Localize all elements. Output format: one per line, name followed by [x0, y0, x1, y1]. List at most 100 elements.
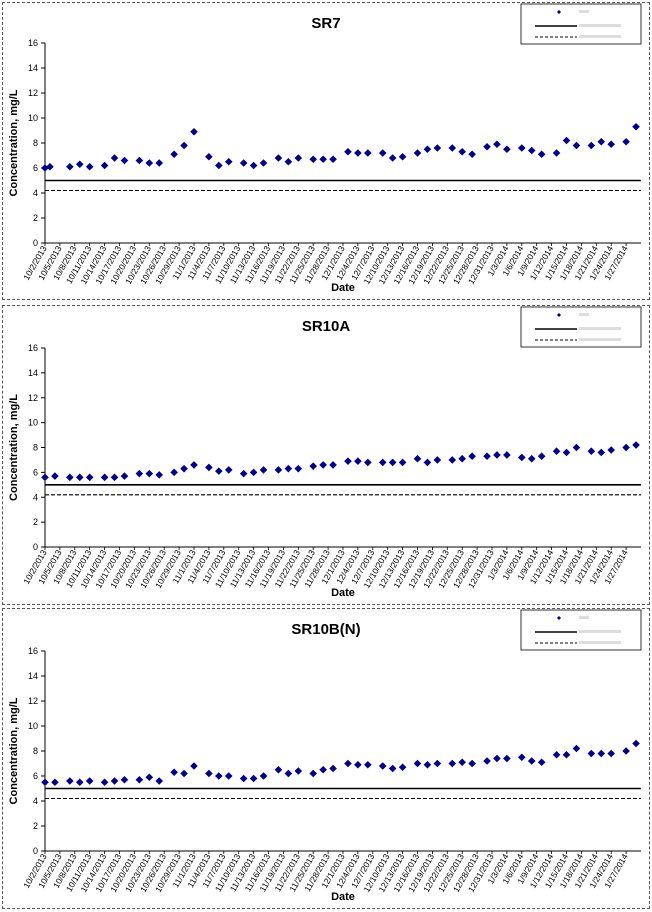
legend-entry-placeholder — [579, 327, 621, 330]
data-point — [75, 160, 84, 169]
data-point — [329, 155, 337, 164]
data-point — [110, 473, 119, 482]
y-tick-label: 10 — [28, 113, 38, 123]
data-point — [319, 765, 327, 774]
chart-panel-sr10b: SR10B(N) 0 2 4 6 8 10 12 14 16 10/2/2013 10/5/2013 1… — [2, 608, 650, 909]
data-point — [503, 145, 511, 154]
data-point — [190, 762, 198, 770]
data-point — [468, 759, 476, 768]
y-tick-label: 2 — [33, 821, 38, 831]
data-point — [190, 461, 198, 469]
data-point — [249, 468, 258, 477]
data-point — [294, 767, 303, 775]
data-point — [66, 777, 74, 785]
data-point — [493, 451, 501, 459]
legend-entry-placeholder — [579, 616, 589, 619]
data-point — [180, 464, 188, 473]
data-point — [458, 147, 466, 156]
y-tick-label: 6 — [33, 771, 38, 781]
data-point — [41, 473, 49, 482]
data-point — [562, 448, 571, 457]
data-point — [364, 149, 372, 157]
data-point — [85, 162, 94, 171]
data-point — [249, 774, 258, 783]
y-tick-label: 10 — [28, 418, 38, 428]
data-point — [632, 122, 640, 131]
legend-entry-placeholder — [579, 338, 621, 341]
chart-title: SR7 — [311, 15, 340, 32]
data-point — [448, 144, 457, 152]
data-point — [537, 150, 546, 159]
data-point — [632, 739, 640, 748]
data-point — [518, 753, 526, 762]
data-point — [224, 466, 233, 474]
data-point — [413, 454, 422, 463]
data-point — [75, 473, 84, 482]
data-point — [572, 744, 581, 753]
data-point — [329, 764, 337, 773]
data-point — [309, 155, 317, 164]
data-point — [433, 144, 442, 152]
data-point — [433, 456, 442, 464]
data-point — [518, 144, 526, 152]
data-point — [552, 149, 561, 157]
data-point — [135, 775, 144, 784]
data-point — [503, 754, 511, 763]
data-point — [190, 127, 198, 136]
data-point — [378, 762, 387, 770]
data-point — [294, 154, 303, 162]
data-point — [75, 778, 84, 787]
y-tick-label: 8 — [33, 443, 38, 453]
data-point — [597, 749, 606, 758]
data-point — [85, 777, 94, 785]
data-point — [135, 469, 144, 478]
data-point — [562, 136, 571, 145]
data-point — [607, 140, 615, 149]
y-tick-label: 2 — [33, 517, 38, 527]
data-point — [587, 749, 596, 758]
x-axis-label: Date — [331, 891, 355, 903]
data-point — [239, 469, 248, 478]
data-point — [205, 152, 213, 161]
data-point — [607, 749, 615, 758]
data-point — [170, 150, 178, 159]
legend-entry-placeholder — [579, 313, 589, 316]
y-axis-label: Concentration, mg/L — [8, 89, 20, 196]
legend-entry-placeholder — [579, 24, 621, 27]
y-tick-label: 14 — [28, 368, 38, 378]
legend-marker — [557, 616, 561, 620]
data-point — [274, 466, 283, 474]
y-tick-label: 14 — [28, 63, 38, 73]
y-tick-label: 0 — [33, 846, 38, 856]
data-point — [205, 769, 213, 778]
data-point — [170, 768, 178, 777]
data-point — [468, 452, 476, 461]
legend-entry-placeholder — [579, 641, 621, 644]
data-point — [483, 142, 491, 151]
data-point — [215, 772, 223, 780]
data-point — [398, 152, 407, 161]
data-point — [413, 149, 422, 157]
data-point — [110, 154, 119, 162]
data-point — [607, 446, 615, 454]
y-tick-label: 8 — [33, 138, 38, 148]
y-tick-label: 8 — [33, 746, 38, 756]
data-point — [527, 146, 536, 155]
data-point — [527, 757, 536, 765]
data-point — [622, 443, 630, 452]
y-tick-label: 12 — [28, 393, 38, 403]
data-point — [294, 464, 303, 473]
data-point — [537, 452, 546, 461]
y-tick-label: 16 — [28, 38, 38, 48]
y-tick-label: 0 — [33, 542, 38, 552]
legend-marker — [557, 313, 561, 317]
data-point — [205, 463, 213, 472]
data-point — [239, 159, 248, 167]
data-point — [354, 760, 362, 769]
data-point — [120, 156, 129, 165]
data-point — [120, 472, 129, 480]
data-point — [66, 473, 74, 482]
data-point — [85, 473, 94, 482]
chart-svg: SR10A024681012141610/2/201310/5/201310/8… — [8, 306, 642, 599]
data-point — [155, 777, 164, 785]
